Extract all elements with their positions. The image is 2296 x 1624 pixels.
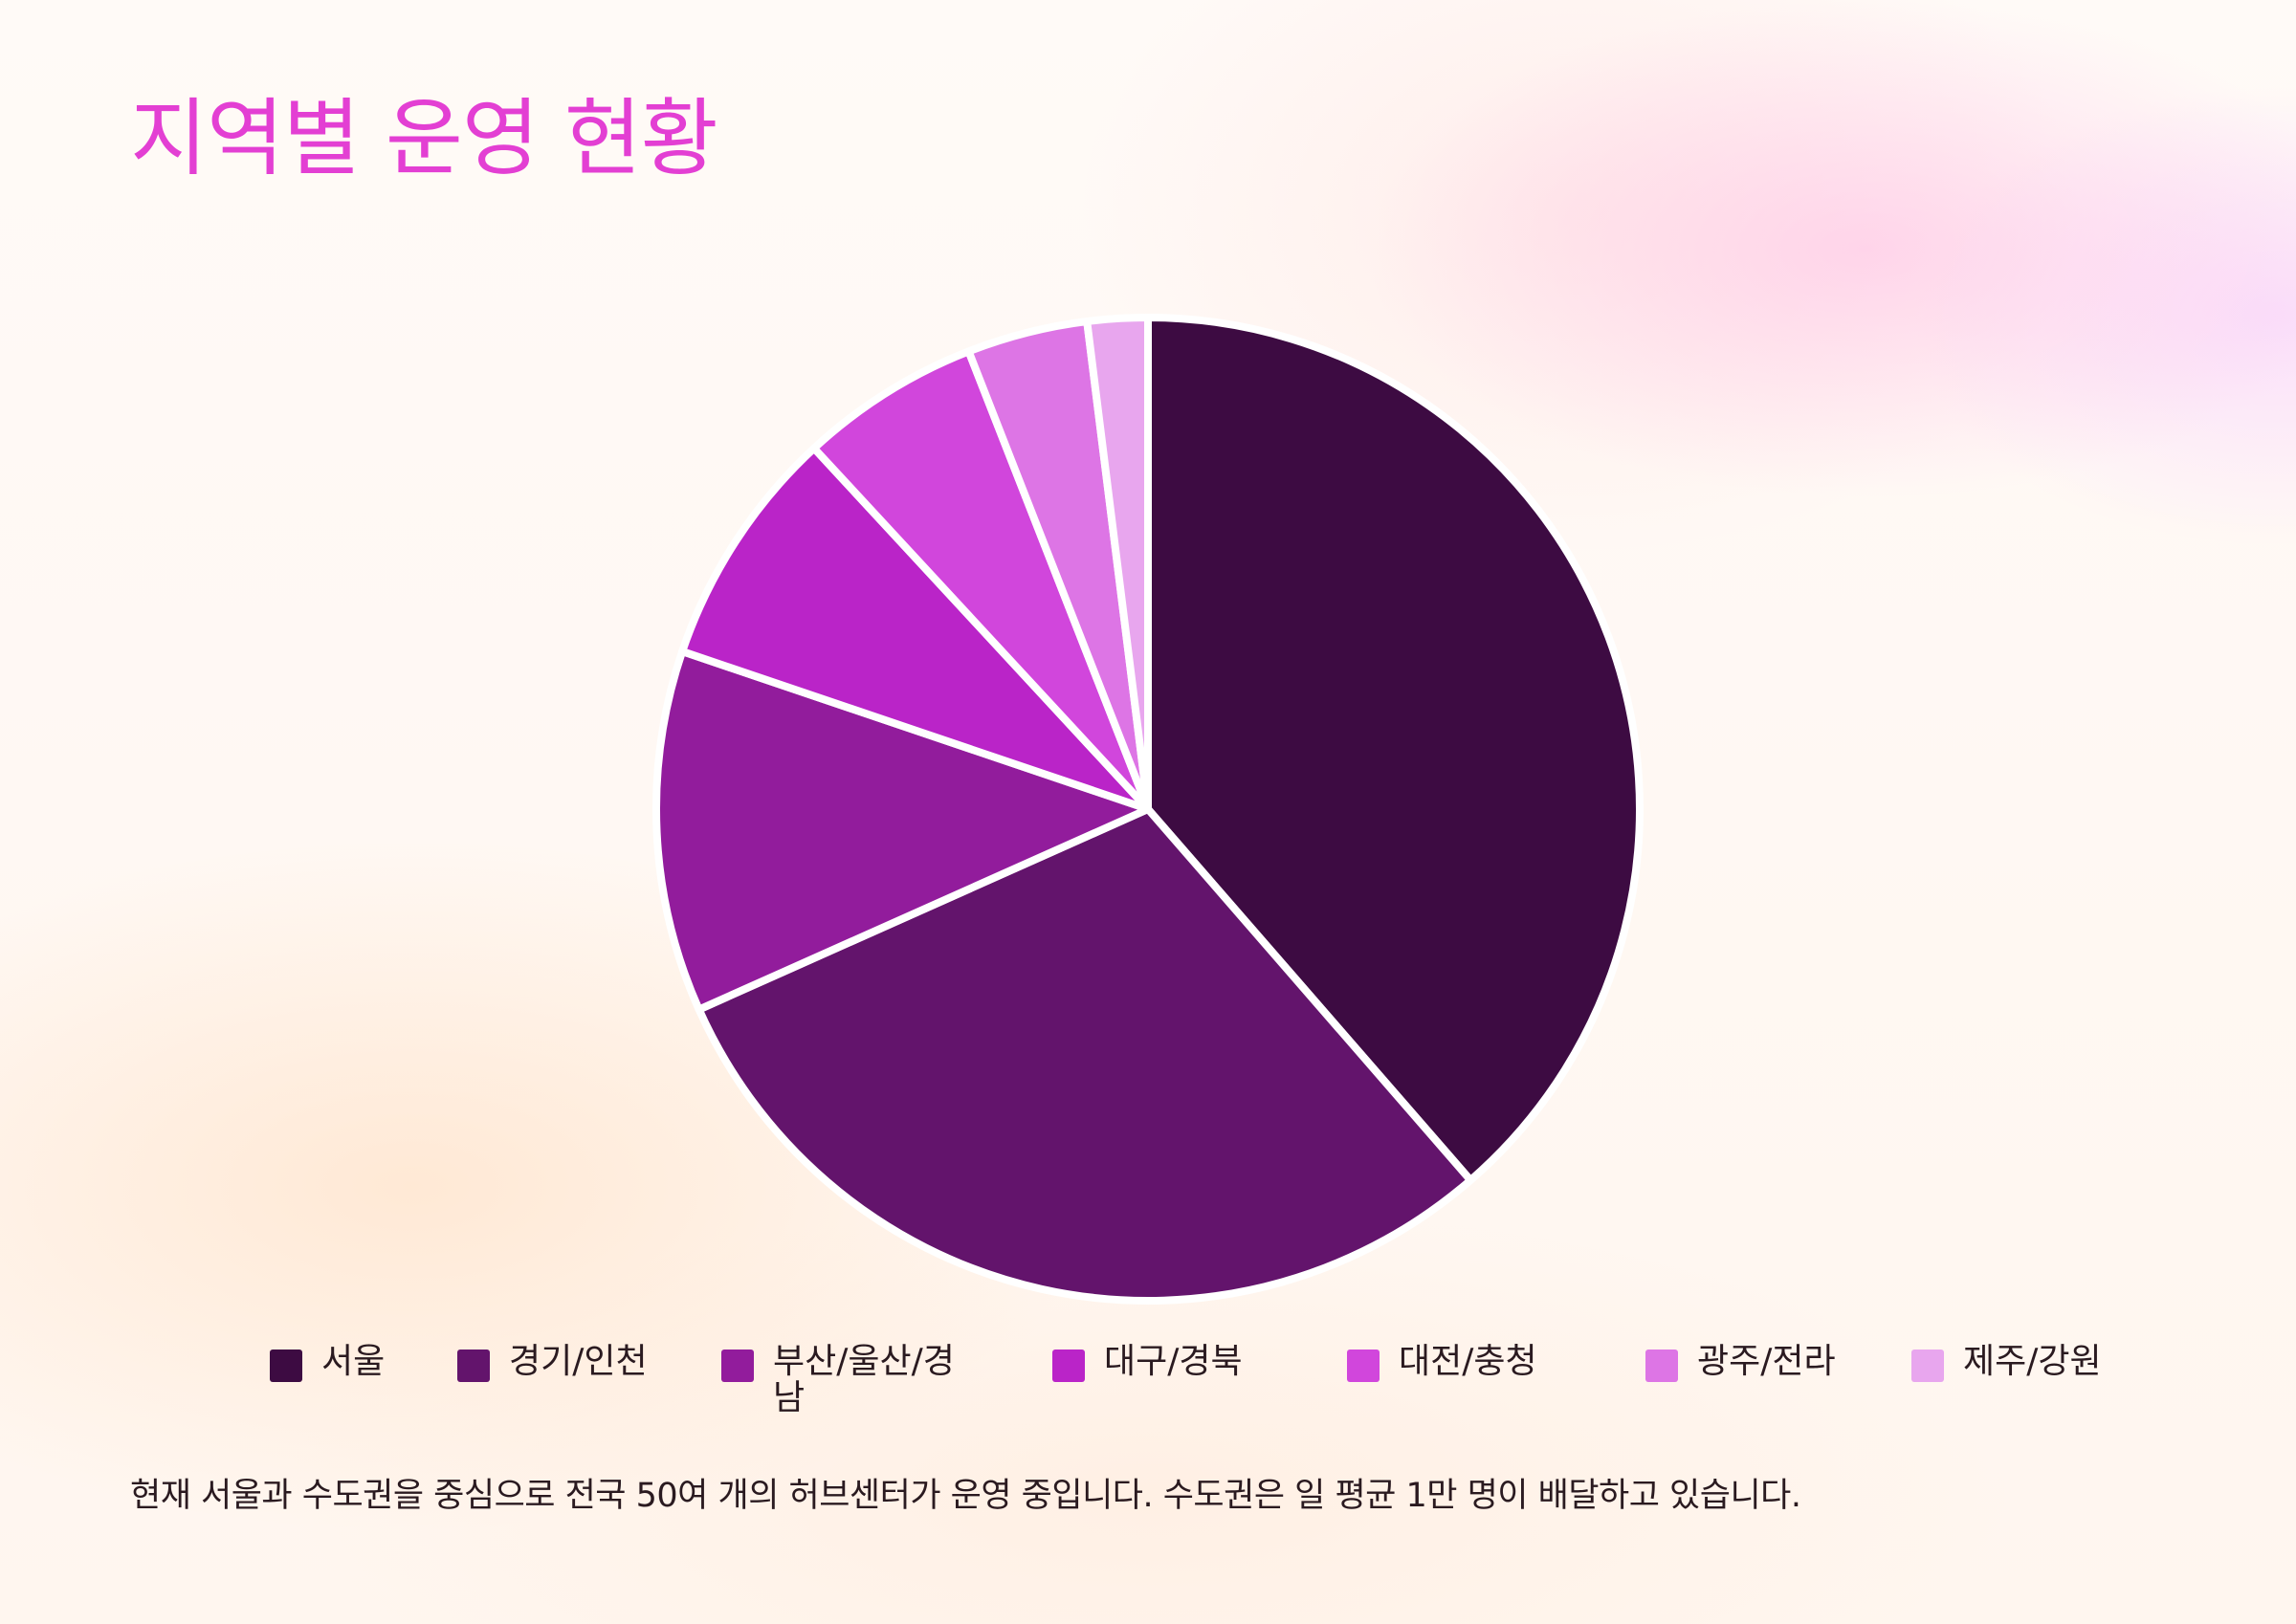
pie-slice (1083, 314, 1152, 813)
legend-swatch (457, 1350, 490, 1382)
legend-swatch (1911, 1350, 1944, 1382)
chart-caption: 현재 서울과 수도권을 중심으로 전국 50여 개의 허브센터가 운영 중입니다… (130, 1477, 1801, 1515)
legend-label: 부산/울산/경남 (773, 1342, 955, 1417)
page-title: 지역별 운영 현황 (130, 89, 718, 187)
legend-item: 광주/전라 (1645, 1344, 1894, 1382)
pie-slice (809, 347, 1152, 813)
legend-label: 대전/충청 (1399, 1342, 1537, 1381)
legend-label: 제주/강원 (1963, 1342, 2102, 1381)
chart-legend: 서울 경기/인천 부산/울산/경남 대구/경북 대전/충청 광주/전라 제주/강… (0, 1344, 2296, 1430)
legend-swatch (721, 1350, 754, 1382)
legend-item: 대구/경북 (1052, 1344, 1301, 1382)
legend-swatch (1347, 1350, 1380, 1382)
legend-label: 서울 (321, 1342, 386, 1381)
legend-item: 서울 (270, 1344, 442, 1382)
legend-item: 경기/인천 (457, 1344, 706, 1382)
legend-swatch (270, 1350, 302, 1382)
legend-swatch (1052, 1350, 1085, 1382)
pie-slice (652, 647, 1152, 1014)
pie-chart (652, 314, 1644, 1305)
legend-swatch (1645, 1350, 1678, 1382)
legend-label: 대구/경북 (1104, 1342, 1243, 1381)
pie-slice (678, 444, 1152, 813)
legend-item: 부산/울산/경남 (721, 1344, 970, 1416)
legend-label: 경기/인천 (509, 1342, 648, 1381)
pie-slice (1144, 314, 1644, 1184)
pie-slice (695, 805, 1475, 1305)
legend-item: 제주/강원 (1911, 1344, 2160, 1382)
legend-item: 대전/충청 (1347, 1344, 1596, 1382)
legend-label: 광주/전라 (1697, 1342, 1836, 1381)
